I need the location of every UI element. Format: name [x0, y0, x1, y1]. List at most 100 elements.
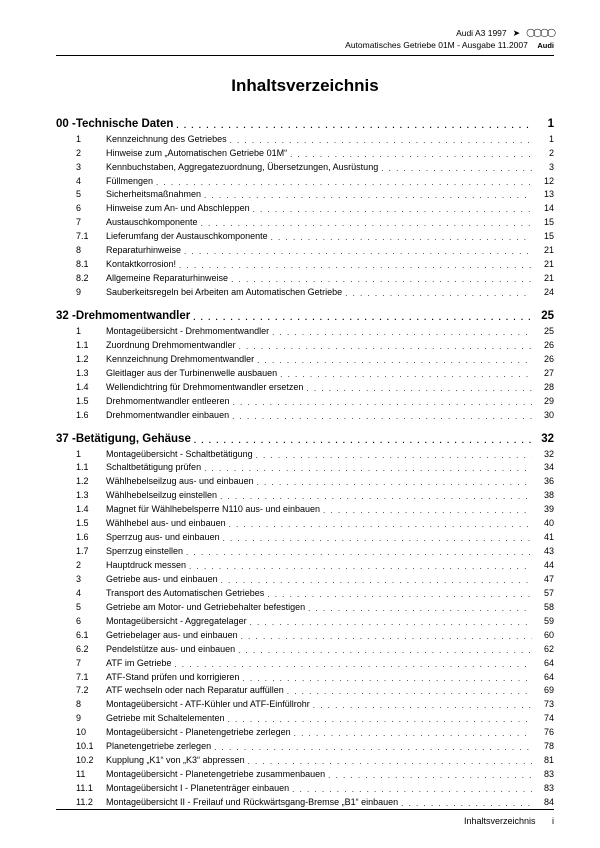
- entry-number: 6.1: [76, 629, 106, 643]
- leader-dots: . . . . . . . . . . . . . . . . . . . . …: [183, 547, 532, 559]
- toc-entry: 1.4Wellendichtring für Drehmomentwandler…: [56, 381, 554, 395]
- leader-dots: . . . . . . . . . . . . . . . . . . . . …: [245, 756, 532, 768]
- entry-page: 64: [532, 657, 554, 671]
- entry-title: ATF-Stand prüfen und korrigieren: [106, 671, 239, 685]
- leader-dots: . . . . . . . . . . . . . . . . . . . . …: [284, 686, 532, 698]
- entry-page: 78: [532, 740, 554, 754]
- section-page: 1: [532, 118, 554, 130]
- toc-entry: 5Sicherheitsmaßnahmen . . . . . . . . . …: [56, 188, 554, 202]
- entry-number: 8: [76, 698, 106, 712]
- leader-dots: . . . . . . . . . . . . . . . . . . . . …: [153, 177, 532, 189]
- section-heading: 37 - Betätigung, Gehäuse . . . . . . . .…: [56, 433, 554, 445]
- entry-number: 2: [76, 559, 106, 573]
- toc-entry: 6.1Getriebelager aus- und einbauen . . .…: [56, 629, 554, 643]
- entry-title: Wählhebel aus- und einbauen: [106, 517, 226, 531]
- toc-entry: 1.5Drehmomentwandler entleeren . . . . .…: [56, 395, 554, 409]
- entry-number: 9: [76, 286, 106, 300]
- leader-dots: . . . . . . . . . . . . . . . . . . . . …: [305, 603, 532, 615]
- entry-page: 73: [532, 698, 554, 712]
- toc-entry: 1Montageübersicht - Schaltbetätigung . .…: [56, 448, 554, 462]
- entry-title: Füllmengen: [106, 175, 153, 189]
- entry-number: 1.6: [76, 409, 106, 423]
- entry-number: 4: [76, 587, 106, 601]
- leader-dots: . . . . . . . . . . . . . . . . . . . . …: [176, 260, 532, 272]
- entry-number: 6.2: [76, 643, 106, 657]
- toc-entry: 5Getriebe am Motor- und Getriebehalter b…: [56, 601, 554, 615]
- toc-entry: 1.7Sperrzug einstellen . . . . . . . . .…: [56, 545, 554, 559]
- entry-page: 1: [532, 133, 554, 147]
- toc-entry: 2Hauptdruck messen . . . . . . . . . . .…: [56, 559, 554, 573]
- entry-page: 21: [532, 272, 554, 286]
- subtitle-text: Automatisches Getriebe 01M - Ausgabe 11.…: [345, 40, 528, 50]
- toc-entry: 1.1Schaltbetätigung prüfen . . . . . . .…: [56, 461, 554, 475]
- entry-number: 1: [76, 448, 106, 462]
- toc-entry: 1.6Drehmomentwandler einbauen . . . . . …: [56, 409, 554, 423]
- section-page: 32: [532, 433, 554, 445]
- entry-number: 8: [76, 244, 106, 258]
- entry-title: Zuordnung Drehmomentwandler: [106, 339, 236, 353]
- entry-page: 44: [532, 559, 554, 573]
- toc-entry: 2Hinweise zum „Automatischen Getriebe 01…: [56, 147, 554, 161]
- section-number: 37 -: [56, 433, 76, 445]
- entry-page: 34: [532, 461, 554, 475]
- brand-text: Audi: [537, 41, 554, 50]
- entry-number: 11: [76, 768, 106, 782]
- leader-dots: . . . . . . . . . . . . . . . . . . . . …: [218, 575, 532, 587]
- entry-title: Montageübersicht - Schaltbetätigung: [106, 448, 253, 462]
- entry-title: Sperrzug aus- und einbauen: [106, 531, 220, 545]
- leader-dots: . . . . . . . . . . . . . . . . . . . . …: [254, 355, 532, 367]
- entry-number: 1.5: [76, 517, 106, 531]
- leader-dots: . . . . . . . . . . . . . . . . . . . . …: [250, 204, 532, 216]
- entry-number: 1.1: [76, 339, 106, 353]
- toc-entry: 7.1ATF-Stand prüfen und korrigieren . . …: [56, 671, 554, 685]
- footer-pagenum: i: [552, 816, 554, 826]
- entry-title: Kennzeichnung des Getriebes: [106, 133, 227, 147]
- entry-number: 1.2: [76, 353, 106, 367]
- header-line-1: Audi A3 1997 ➤ ◯◯◯◯: [56, 28, 554, 40]
- leader-dots: . . . . . . . . . . . . . . . . . . . . …: [342, 288, 532, 300]
- toc-entry: 4Transport des Automatischen Getriebes .…: [56, 587, 554, 601]
- entry-title: Kennzeichnung Drehmomentwandler: [106, 353, 254, 367]
- entry-number: 10.2: [76, 754, 106, 768]
- entry-page: 84: [532, 796, 554, 810]
- entry-page: 26: [532, 339, 554, 353]
- entry-page: 15: [532, 216, 554, 230]
- entry-title: Magnet für Wählhebelsperre N110 aus- und…: [106, 503, 320, 517]
- page-title: Inhaltsverzeichnis: [56, 76, 554, 96]
- entry-title: Gleitlager aus der Turbinenwelle ausbaue…: [106, 367, 277, 381]
- entry-number: 9: [76, 712, 106, 726]
- entry-title: Hinweise zum „Automatischen Getriebe 01M…: [106, 147, 287, 161]
- leader-dots: . . . . . . . . . . . . . . . . . . . . …: [171, 659, 532, 671]
- leader-dots: . . . . . . . . . . . . . . . . . . . . …: [325, 770, 532, 782]
- footer: Inhaltsverzeichnis i: [464, 816, 554, 826]
- leader-dots: . . . . . . . . . . . . . . . . . . . . …: [227, 135, 532, 147]
- entry-title: Kontaktkorrosion!: [106, 258, 176, 272]
- toc-entry: 1 Kennzeichnung des Getriebes . . . . . .…: [56, 133, 554, 147]
- entry-title: ATF wechseln oder nach Reparatur auffüll…: [106, 684, 284, 698]
- entry-page: 24: [532, 286, 554, 300]
- toc-entry: 9Getriebe mit Schaltelementen . . . . . …: [56, 712, 554, 726]
- entry-title: Montageübersicht - Aggregatelager: [106, 615, 247, 629]
- leader-dots: . . . . . . . . . . . . . . . . . . . . …: [181, 246, 532, 258]
- leader-dots: . . . . . . . . . . . . . . . . . . . . …: [287, 149, 532, 161]
- leader-dots: . . . . . . . . . . . . . . . . . . . . …: [247, 617, 532, 629]
- header-line-2: Automatisches Getriebe 01M - Ausgabe 11.…: [56, 40, 554, 51]
- entry-page: 59: [532, 615, 554, 629]
- entry-number: 1.5: [76, 395, 106, 409]
- leader-dots: . . . . . . . . . . . . . . . . . . . . …: [264, 589, 532, 601]
- leader-dots: . . . . . . . . . . . . . . . . . . . . …: [190, 313, 532, 322]
- entry-number: 1.3: [76, 367, 106, 381]
- entry-number: 3: [76, 161, 106, 175]
- entry-title: Drehmomentwandler entleeren: [106, 395, 230, 409]
- entry-number: 10: [76, 726, 106, 740]
- entry-title: Getriebelager aus- und einbauen: [106, 629, 238, 643]
- leader-dots: . . . . . . . . . . . . . . . . . . . . …: [310, 700, 532, 712]
- toc-entry: 1.5Wählhebel aus- und einbauen . . . . .…: [56, 517, 554, 531]
- entry-number: 10.1: [76, 740, 106, 754]
- entry-number: 7: [76, 657, 106, 671]
- entry-title: Getriebe aus- und einbauen: [106, 573, 218, 587]
- entry-page: 12: [532, 175, 554, 189]
- toc-entry: 6.2Pendelstütze aus- und einbauen . . . …: [56, 643, 554, 657]
- toc-entry: 7.2ATF wechseln oder nach Reparatur auff…: [56, 684, 554, 698]
- entry-page: 57: [532, 587, 554, 601]
